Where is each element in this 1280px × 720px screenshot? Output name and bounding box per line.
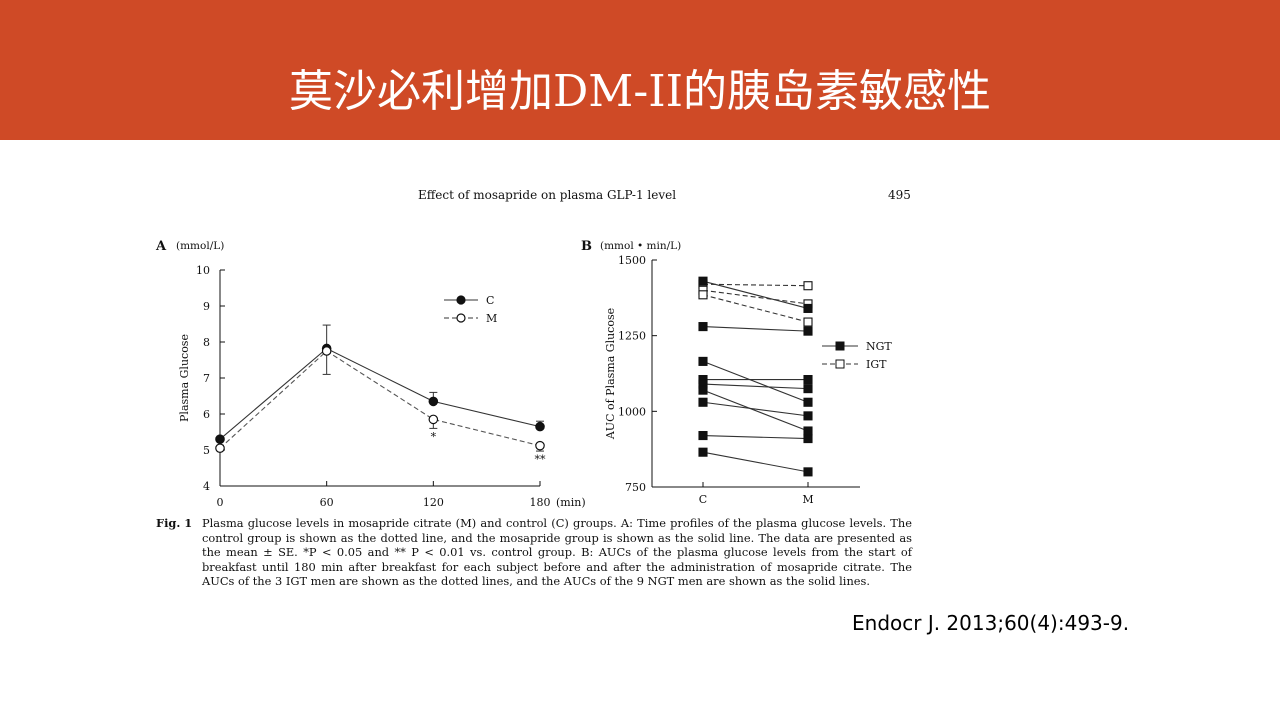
y-axis-label: AUC of Plasma Glucose xyxy=(604,308,617,440)
subject-line-IGT xyxy=(702,289,809,305)
y-tick-label: 1250 xyxy=(618,330,646,343)
data-point-NGT xyxy=(803,411,813,421)
subject-line-IGT xyxy=(702,294,809,323)
y-tick-label: 10 xyxy=(196,264,210,277)
subject-line-NGT xyxy=(702,360,809,403)
x-axis-label: (min) xyxy=(556,496,586,509)
data-point-NGT xyxy=(698,430,708,441)
data-point-NGT xyxy=(698,397,708,407)
legend-label-IGT: IGT xyxy=(866,358,887,371)
data-point-NGT xyxy=(698,356,708,366)
y-tick-label: 1500 xyxy=(618,254,646,267)
subject-line-NGT xyxy=(702,326,809,332)
data-point-M xyxy=(535,440,545,451)
data-point-NGT xyxy=(803,326,813,336)
caption-label: Fig. 1 xyxy=(156,516,193,530)
data-point-NGT xyxy=(698,447,708,457)
data-point-NGT xyxy=(803,375,813,385)
panel-label: A xyxy=(155,239,167,254)
data-point-NGT xyxy=(803,303,813,313)
y-tick-label: 8 xyxy=(203,336,210,349)
subject-line-NGT xyxy=(702,401,809,417)
figure-caption: Fig. 1 Plasma glucose levels in mosaprid… xyxy=(156,516,912,589)
significance-marker: ** xyxy=(535,453,547,466)
subject-line-NGT xyxy=(702,389,809,432)
data-point-NGT xyxy=(698,385,708,395)
significance-marker: * xyxy=(431,430,437,443)
data-point-M xyxy=(321,346,332,356)
title-banner: 莫沙必利增加DM-II的胰岛素敏感性 xyxy=(0,0,1280,140)
caption-text: Plasma glucose levels in mosapride citra… xyxy=(202,516,912,589)
data-point-NGT xyxy=(803,434,813,444)
y-tick-label: 6 xyxy=(203,408,210,421)
subject-line-NGT xyxy=(702,383,809,390)
data-point-IGT xyxy=(803,317,813,327)
data-point-M xyxy=(428,414,439,425)
unit-label: (mmol/L) xyxy=(176,240,224,252)
y-tick-label: 750 xyxy=(625,481,646,494)
slide-title: 莫沙必利增加DM-II的胰岛素敏感性 xyxy=(289,66,991,117)
legend-label-NGT: NGT xyxy=(866,340,892,353)
paper-page-number: 495 xyxy=(888,188,911,202)
data-point-IGT xyxy=(698,290,708,300)
data-point-NGT xyxy=(698,276,708,286)
panel-label: B xyxy=(581,239,592,254)
data-point-IGT xyxy=(803,281,813,291)
y-tick-label: 7 xyxy=(203,372,210,385)
y-tick-label: 9 xyxy=(203,300,210,313)
panel-b-chart: B (mmol • min/L) 750 1000 1250 1500 C M AUC of P… xyxy=(581,239,892,506)
data-point-NGT xyxy=(803,384,813,394)
y-tick-label: 1000 xyxy=(618,405,646,418)
data-point-NGT xyxy=(803,467,813,477)
data-point-C xyxy=(428,396,439,407)
data-point-NGT xyxy=(698,322,708,332)
x-tick-label: 60 xyxy=(320,496,334,509)
x-tick-label: M xyxy=(802,493,813,506)
x-tick-label: 0 xyxy=(217,496,224,509)
citation: Endocr J. 2013;60(4):493-9. xyxy=(852,611,1130,635)
legend-label-C: C xyxy=(486,294,494,307)
legend-label-M: M xyxy=(486,312,497,325)
series-line-M xyxy=(219,350,541,449)
legend-marker-IGT xyxy=(835,359,845,369)
panel-a-chart: A (mmol/L) 4 5 6 7 8 9 10 0 60 120 180 (min) Plasma Gl… xyxy=(155,239,586,509)
subject-line-NGT xyxy=(702,280,809,309)
y-tick-label: 5 xyxy=(203,444,210,457)
paper-running-head: Effect of mosapride on plasma GLP-1 leve… xyxy=(418,188,677,202)
x-tick-label: C xyxy=(699,493,707,506)
x-tick-label: 180 xyxy=(530,496,551,509)
legend-marker-NGT xyxy=(835,341,845,351)
data-point-NGT xyxy=(803,426,813,436)
data-point-C xyxy=(535,421,545,432)
subject-line-NGT xyxy=(702,451,809,473)
data-point-NGT xyxy=(803,397,813,407)
legend-marker-C xyxy=(456,295,466,305)
legend-marker-M xyxy=(456,313,466,323)
data-point-C xyxy=(215,434,225,444)
y-tick-label: 4 xyxy=(203,480,210,493)
unit-label: (mmol • min/L) xyxy=(600,240,681,252)
x-tick-label: 120 xyxy=(423,496,444,509)
y-axis-label: Plasma Glucose xyxy=(178,334,191,422)
subject-line-IGT xyxy=(702,283,809,287)
series-line-C xyxy=(219,347,541,440)
subject-line-NGT xyxy=(702,434,809,440)
data-point-M xyxy=(215,443,225,453)
